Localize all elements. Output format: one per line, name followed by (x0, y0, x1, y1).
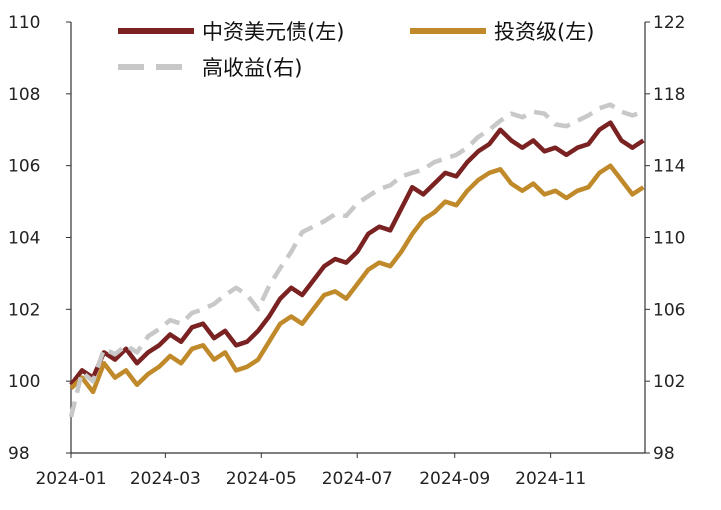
y-left-tick-label: 110 (8, 13, 40, 33)
x-tick-label: 2024-01 (35, 469, 106, 489)
y-left-tick-label: 106 (8, 157, 40, 177)
legend-label-2: 投资级(左) (494, 20, 594, 44)
legend-label-3: 高收益(右) (202, 56, 302, 80)
x-tick-label: 2024-07 (322, 469, 393, 489)
y-right-tick-label: 106 (653, 300, 685, 320)
y-right-tick-label: 118 (653, 85, 685, 105)
y-left-tick-label: 104 (8, 229, 40, 249)
y-right-tick-label: 114 (653, 157, 685, 177)
series-line-2 (69, 163, 645, 395)
y-left-tick-label: 98 (8, 444, 30, 464)
y-left-tick-label: 100 (8, 372, 40, 392)
series-line-1 (69, 120, 645, 387)
y-right-tick-label: 98 (653, 444, 675, 464)
legend-label-1: 中资美元债(左) (202, 20, 344, 44)
y-left-tick-label: 108 (8, 85, 40, 105)
y-right-tick-label: 122 (653, 13, 685, 33)
y-right-tick-label: 110 (653, 229, 685, 249)
x-tick-label: 2024-03 (130, 469, 201, 489)
y-left-tick-label: 102 (8, 300, 40, 320)
series-line-3 (68, 102, 645, 418)
x-tick-label: 2024-05 (226, 469, 297, 489)
x-tick-label: 2024-11 (515, 469, 586, 489)
x-tick-label: 2024-09 (419, 469, 490, 489)
y-right-tick-label: 102 (653, 372, 685, 392)
